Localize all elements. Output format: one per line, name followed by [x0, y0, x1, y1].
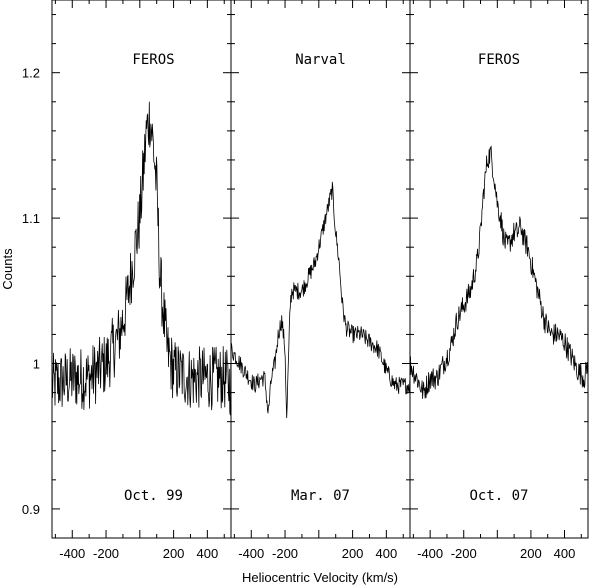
x-tick-label: -200 [93, 546, 119, 561]
panel-bottom-label-2: Mar. 07 [291, 488, 350, 504]
x-tick-label: 400 [197, 546, 219, 561]
y-tick-label: 1.1 [22, 211, 40, 226]
panel-top-label-2: Narval [295, 52, 346, 68]
panel-frame-3 [409, 0, 589, 539]
x-tick-label: -400 [417, 546, 443, 561]
x-tick-label: -200 [451, 546, 477, 561]
y-tick-label: 1.2 [22, 66, 40, 81]
x-tick-label: -400 [238, 546, 264, 561]
x-tick-label: -400 [59, 546, 85, 561]
panel-top-label-1: FEROS [132, 52, 174, 68]
panel-top-label-3: FEROS [478, 52, 520, 68]
panel-frame-1 [51, 0, 232, 539]
panel-bottom-label-1: Oct. 99 [124, 488, 183, 504]
panel-frame-2 [230, 0, 411, 539]
x-tick-label: 200 [520, 546, 542, 561]
x-axis-label: Heliocentric Velocity (km/s) [242, 570, 398, 585]
y-axis-label: Counts [0, 248, 15, 290]
spectrum-line-1 [51, 101, 232, 416]
x-tick-label: 200 [342, 546, 364, 561]
spectrum-line-2 [230, 181, 411, 419]
x-tick-label: 400 [554, 546, 576, 561]
y-tick-label: 0.9 [22, 502, 40, 517]
x-tick-label: -200 [272, 546, 298, 561]
panel-bottom-label-3: Oct. 07 [469, 488, 528, 504]
x-tick-label: 200 [163, 546, 185, 561]
spectrum-line-3 [409, 145, 589, 400]
x-tick-label: 400 [376, 546, 398, 561]
y-tick-label: 1 [33, 357, 40, 372]
